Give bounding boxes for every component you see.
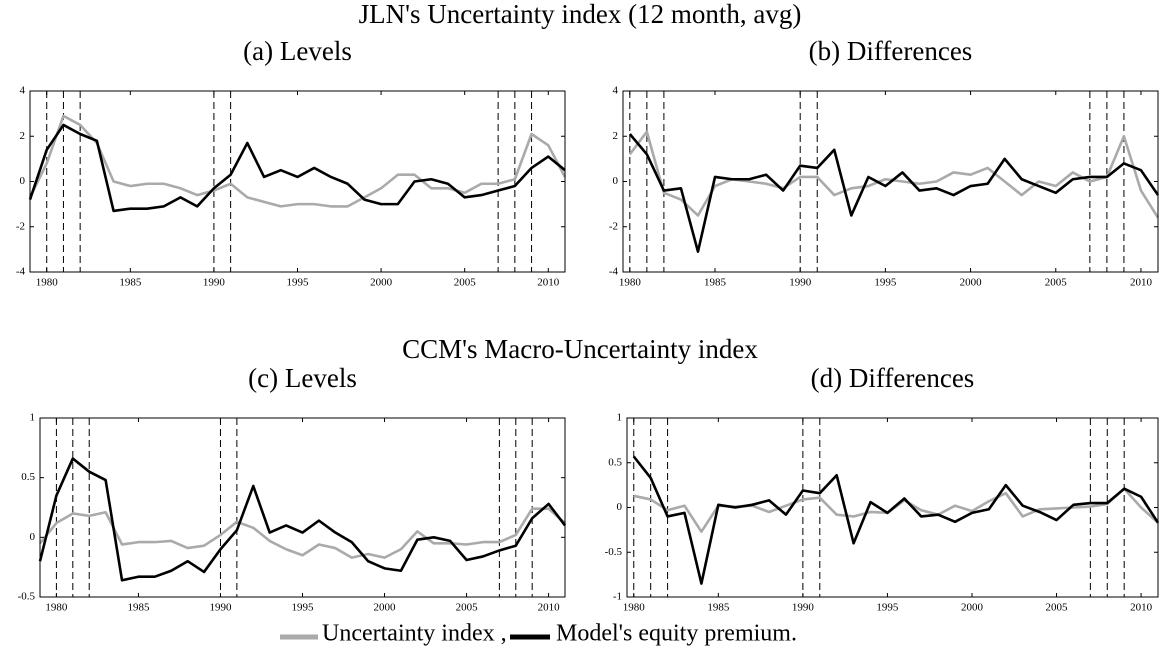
y-tick-label: -4 xyxy=(609,266,619,278)
x-tick-label: 2010 xyxy=(538,602,561,614)
x-tick-label: 1995 xyxy=(292,602,315,614)
axes-frame xyxy=(39,417,566,598)
y-tick-label: 1 xyxy=(30,412,36,424)
x-tick-label: 2000 xyxy=(370,277,393,289)
x-tick-label: 2000 xyxy=(961,602,984,614)
panel-title: (b) Differences xyxy=(809,36,973,66)
panel-title: (c) Levels xyxy=(248,363,357,393)
y-tick-label: 0 xyxy=(613,175,619,187)
group-title: CCM's Macro-Uncertainty index xyxy=(402,334,758,364)
series-line xyxy=(38,507,566,559)
y-tick-label: -4 xyxy=(16,266,26,278)
x-tick-label: 2005 xyxy=(1046,602,1069,614)
y-tick-label: 0.5 xyxy=(21,471,35,483)
x-tick-label: 1980 xyxy=(619,277,642,289)
y-tick-label: 0 xyxy=(20,175,26,187)
y-tick-label: -1 xyxy=(613,591,622,603)
x-tick-label: 1990 xyxy=(792,602,815,614)
x-tick-label: 1980 xyxy=(36,277,59,289)
x-tick-label: 1980 xyxy=(45,602,68,614)
x-tick-label: 2010 xyxy=(1130,602,1153,614)
series-line xyxy=(28,114,567,208)
x-tick-label: 1985 xyxy=(704,277,727,289)
axes-frame xyxy=(29,90,566,273)
x-tick-label: 2010 xyxy=(537,277,560,289)
series-line xyxy=(28,123,566,213)
x-tick-label: 2005 xyxy=(456,602,479,614)
y-tick-label: 4 xyxy=(20,85,26,97)
x-tick-label: 2000 xyxy=(374,602,397,614)
x-tick-label: 2000 xyxy=(960,277,983,289)
y-tick-label: -2 xyxy=(16,220,25,232)
y-tick-label: 1 xyxy=(617,412,623,424)
x-tick-label: 2005 xyxy=(454,277,477,289)
y-tick-label: 0.5 xyxy=(608,456,622,468)
x-tick-label: 1990 xyxy=(209,602,232,614)
series-line xyxy=(628,133,1160,253)
x-tick-label: 1990 xyxy=(203,277,226,289)
x-tick-label: 1985 xyxy=(127,602,150,614)
y-tick-label: 2 xyxy=(613,130,619,142)
y-tick-label: 4 xyxy=(613,85,619,97)
x-tick-label: 1985 xyxy=(119,277,142,289)
y-tick-label: 2 xyxy=(20,130,26,142)
x-tick-label: 1985 xyxy=(707,602,730,614)
y-tick-label: 0 xyxy=(617,501,623,513)
x-tick-label: 2010 xyxy=(1130,277,1153,289)
series-line xyxy=(632,455,1160,585)
x-tick-label: 2005 xyxy=(1045,277,1068,289)
series-line xyxy=(633,487,1159,533)
y-tick-label: 0 xyxy=(30,531,36,543)
x-tick-label: 1990 xyxy=(789,277,812,289)
panel-title: (a) Levels xyxy=(243,36,352,66)
x-tick-label: 1995 xyxy=(287,277,310,289)
legend-label: Model's equity premium. xyxy=(556,621,797,647)
legend-label: Uncertainty index , xyxy=(322,621,507,647)
group-title: JLN's Uncertainty index (12 month, avg) xyxy=(359,0,802,29)
y-tick-label: -0.5 xyxy=(18,591,36,603)
y-tick-label: -2 xyxy=(609,220,618,232)
series-line xyxy=(38,457,567,582)
x-tick-label: 1980 xyxy=(623,602,646,614)
x-tick-label: 1995 xyxy=(874,277,897,289)
y-tick-label: -0.5 xyxy=(605,546,623,558)
panel-title: (d) Differences xyxy=(811,363,975,393)
x-tick-label: 1995 xyxy=(876,602,899,614)
